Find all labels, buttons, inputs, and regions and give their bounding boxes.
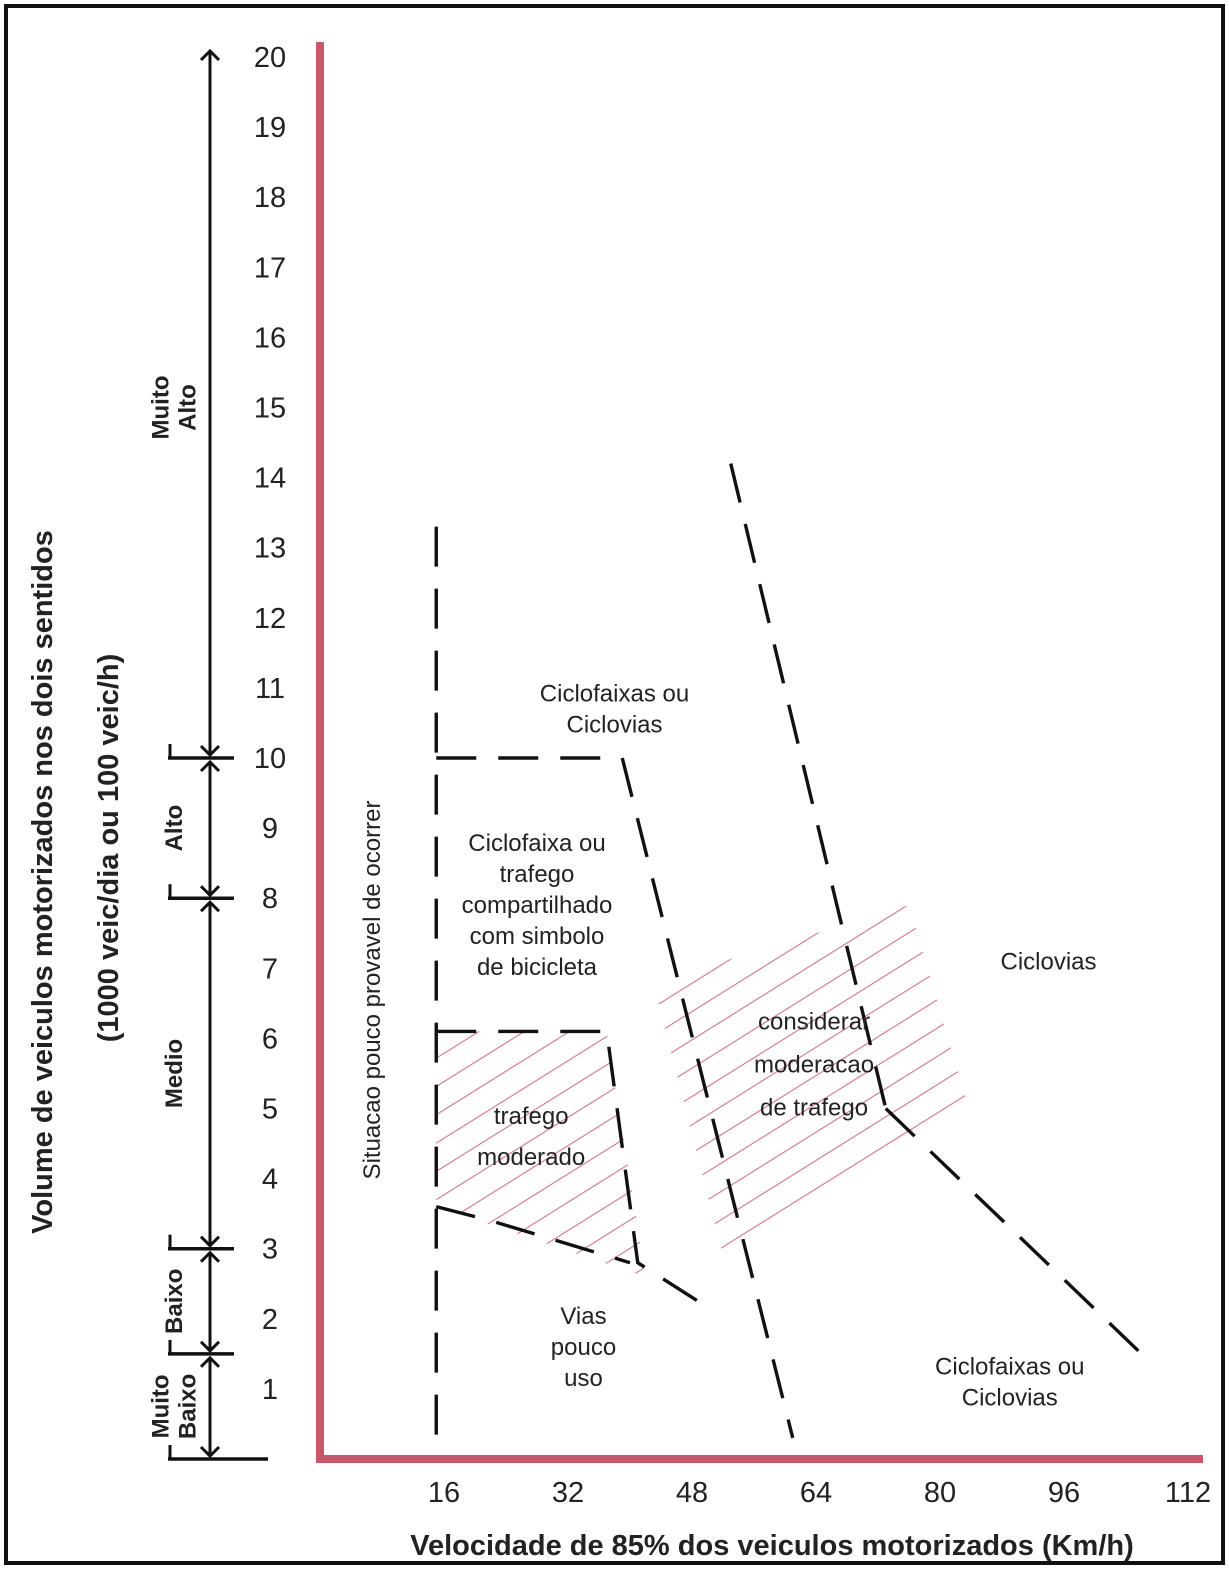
y-tick-label-1: 1	[262, 1374, 278, 1406]
x-tick-label-112: 112	[1165, 1477, 1211, 1509]
boundary-lines	[434, 463, 1143, 1459]
zone-label-considerar-moderacao: considerar	[758, 1009, 870, 1036]
y-tick-label-19: 19	[254, 112, 286, 144]
y-tick-label-16: 16	[254, 322, 286, 354]
category-label: Baixo	[175, 1374, 202, 1439]
boundary-moderate-traffic	[436, 1029, 705, 1307]
y-tick-label-14: 14	[254, 463, 286, 495]
zone-label-considerar-moderacao: de trafego	[760, 1095, 868, 1122]
hatched-zone-trafego-moderado	[436, 1031, 646, 1277]
arrow-head	[199, 759, 221, 773]
zone-label-ciclofaixa-compartilhado: de bicicleta	[477, 954, 598, 981]
y-tick-label-15: 15	[254, 393, 286, 425]
zone-label-ciclofaixas-ciclovias-top: Ciclovias	[566, 711, 662, 738]
x-tick-label-64: 64	[800, 1477, 832, 1509]
x-tick-label-48: 48	[676, 1477, 708, 1509]
y-axis-title-line2: (1000 veic/dia ou 100 veic/h)	[93, 654, 125, 1042]
arrow-head	[199, 1340, 221, 1353]
zone-label-trafego-moderado: trafego	[494, 1103, 569, 1130]
y-tick-label-6: 6	[262, 1023, 278, 1055]
vertical-note: Situacao pouco provavel de ocorrer	[359, 801, 386, 1180]
y-tick-label-2: 2	[262, 1304, 278, 1336]
y-tick-label-10: 10	[254, 743, 286, 775]
arrow-head	[199, 900, 221, 913]
y-tick-label-12: 12	[254, 603, 286, 635]
arrow-head	[199, 744, 221, 758]
x-tick-label-32: 32	[552, 1477, 584, 1509]
y-tick-label-4: 4	[262, 1164, 278, 1196]
zone-labels: trafego moderado considerar moderacao de tra…	[462, 680, 1097, 1411]
zone-label-ciclofaixa-compartilhado: com simbolo	[470, 923, 605, 950]
x-tick-label-80: 80	[924, 1477, 956, 1509]
zone-label-trafego-moderado: moderado	[477, 1144, 585, 1171]
category-label: Muito	[148, 1374, 175, 1438]
arrow-head	[199, 1445, 221, 1459]
zone-label-ciclofaixas-ciclovias-bottom: Ciclovias	[962, 1384, 1058, 1411]
y-tick-label-9: 9	[262, 813, 278, 845]
category-label: Alto	[175, 384, 202, 431]
zone-label-ciclofaixa-compartilhado: Ciclofaixa ou	[468, 830, 605, 857]
zone-label-vias-pouco-uso: pouco	[551, 1334, 616, 1361]
y-tick-label-7: 7	[262, 953, 278, 985]
category-label: Baixo	[161, 1269, 188, 1334]
y-tick-label-13: 13	[254, 533, 286, 565]
zone-label-vias-pouco-uso: uso	[564, 1365, 603, 1392]
arrow-head	[199, 1235, 221, 1248]
x-tick-labels: 16 32 48 64 80 96 112	[428, 1477, 1211, 1509]
zone-label-ciclofaixa-compartilhado: compartilhado	[462, 892, 613, 919]
x-tick-label-96: 96	[1048, 1477, 1080, 1509]
zone-label-considerar-moderacao: moderacao	[754, 1052, 874, 1079]
category-label: Medio	[161, 1039, 188, 1108]
hatched-zones	[436, 905, 971, 1277]
arrow-head	[199, 885, 221, 898]
chart-frame	[4, 4, 1225, 1565]
category-label: Muito	[148, 376, 175, 440]
y-tick-label-18: 18	[254, 182, 286, 214]
zone-label-vias-pouco-uso: Vias	[560, 1303, 606, 1330]
boundary-high-speed	[729, 463, 888, 1109]
boundary-high-volume	[436, 756, 795, 1439]
x-tick-label-16: 16	[428, 1477, 460, 1509]
arrow-head	[199, 1250, 221, 1263]
y-tick-label-11: 11	[255, 673, 285, 705]
arrow-head	[199, 1355, 221, 1368]
y-tick-label-8: 8	[262, 883, 278, 915]
boundary-low-volume	[435, 1204, 631, 1265]
zone-label-ciclofaixas-ciclovias-bottom: Ciclofaixas ou	[935, 1353, 1084, 1380]
y-tick-label-17: 17	[254, 252, 286, 284]
zone-label-ciclofaixa-compartilhado: trafego	[500, 861, 575, 888]
y-tick-label-5: 5	[262, 1094, 278, 1126]
category-label: Alto	[161, 805, 188, 852]
y-tick-label-20: 20	[254, 42, 286, 74]
hatched-zone-considerar-moderacao	[653, 905, 971, 1256]
x-axis-title: Velocidade de 85% dos veiculos motorizad…	[410, 1530, 1134, 1562]
zone-label-ciclovias: Ciclovias	[1000, 948, 1096, 975]
zone-label-ciclofaixas-ciclovias-top: Ciclofaixas ou	[540, 680, 689, 707]
y-axis-title-line1: Volume de veiculos motorizados nos dois …	[27, 530, 59, 1234]
arrow-head	[199, 48, 221, 62]
y-tick-label-3: 3	[262, 1234, 278, 1266]
